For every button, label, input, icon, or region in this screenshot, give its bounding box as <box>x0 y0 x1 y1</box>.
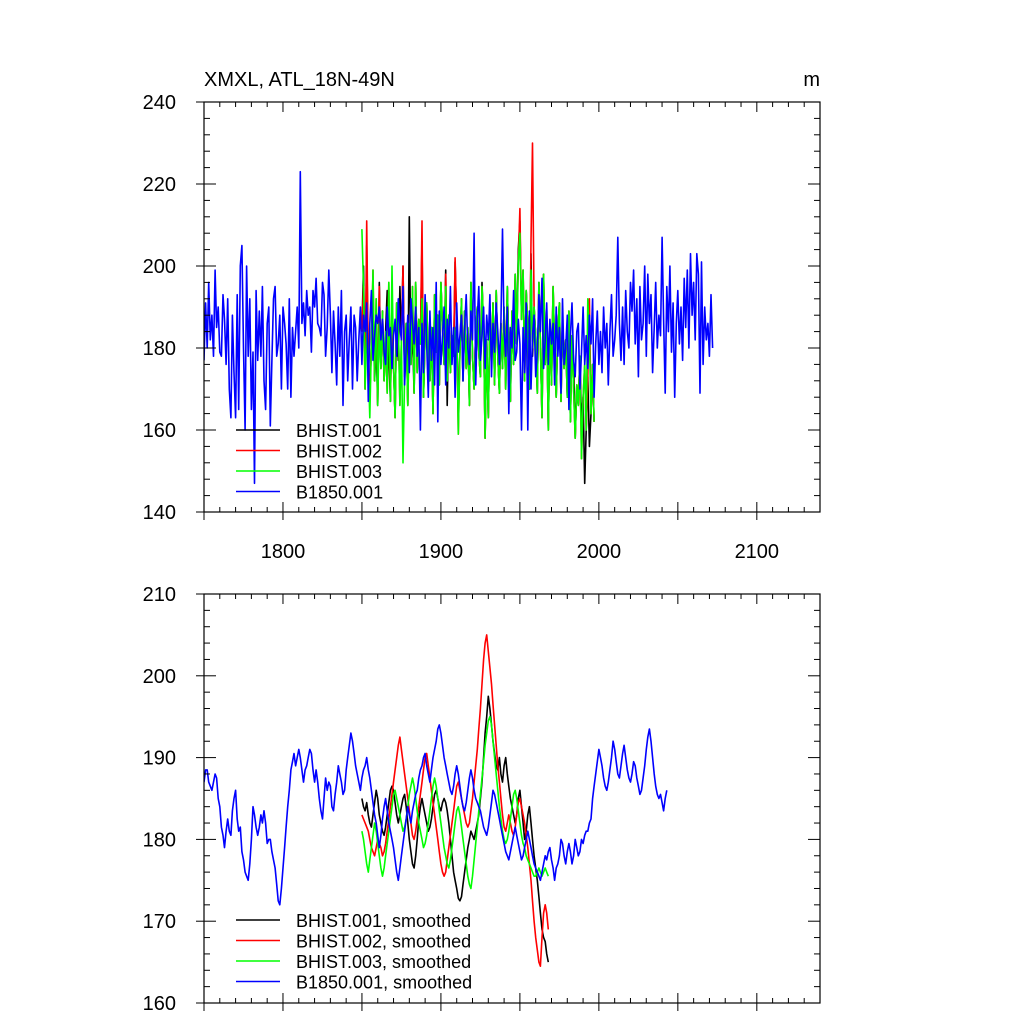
y-tick-label: 160 <box>143 993 176 1015</box>
y-tick-label: 170 <box>143 911 176 933</box>
y-tick-label: 180 <box>143 338 176 360</box>
y-tick-label: 240 <box>143 92 176 114</box>
x-tick-label: 2000 <box>577 541 622 563</box>
legend-label-bhist-001: BHIST.001 <box>296 421 382 441</box>
series-line-b1850-001-smoothed <box>204 724 668 906</box>
legend-label-bhist-002: BHIST.002 <box>296 442 382 462</box>
legend-label-bhist-003-smoothed: BHIST.003, smoothed <box>296 952 471 972</box>
legend-label-bhist-003: BHIST.003 <box>296 462 382 482</box>
y-tick-label: 180 <box>143 829 176 851</box>
x-tick-label: 2100 <box>735 541 780 563</box>
x-tick-label: 1900 <box>419 541 464 563</box>
x-tick-label: 1800 <box>261 541 306 563</box>
series-line-bhist-002-smoothed <box>361 634 550 968</box>
chart-title: XMXL, ATL_18N-49N <box>204 69 395 91</box>
plot-frame <box>203 101 821 513</box>
legend-label-bhist-002-smoothed: BHIST.002, smoothed <box>296 932 471 952</box>
top-panel: 1800 1900 2000 2100 140 160 180 200 220 240 BHIST.… <box>143 92 821 563</box>
y-tick-label: 200 <box>143 666 176 688</box>
plot-frame <box>203 593 821 1004</box>
y-tick-label: 220 <box>143 174 176 196</box>
y-tick-label: 140 <box>143 502 176 524</box>
units-label: m <box>803 69 820 91</box>
y-tick-label: 160 <box>143 420 176 442</box>
y-tick-label: 210 <box>143 584 176 606</box>
series-line-bhist-003-smoothed <box>361 715 550 890</box>
legend-label-b1850-001: B1850.001 <box>296 483 383 503</box>
y-tick-label: 200 <box>143 256 176 278</box>
series-line-b1850-001 <box>204 170 714 485</box>
y-tick-label: 190 <box>143 748 176 770</box>
legend-label-b1850-001-smoothed: B1850.001, smoothed <box>296 973 472 993</box>
legend-label-bhist-001-smoothed: BHIST.001, smoothed <box>296 911 471 931</box>
